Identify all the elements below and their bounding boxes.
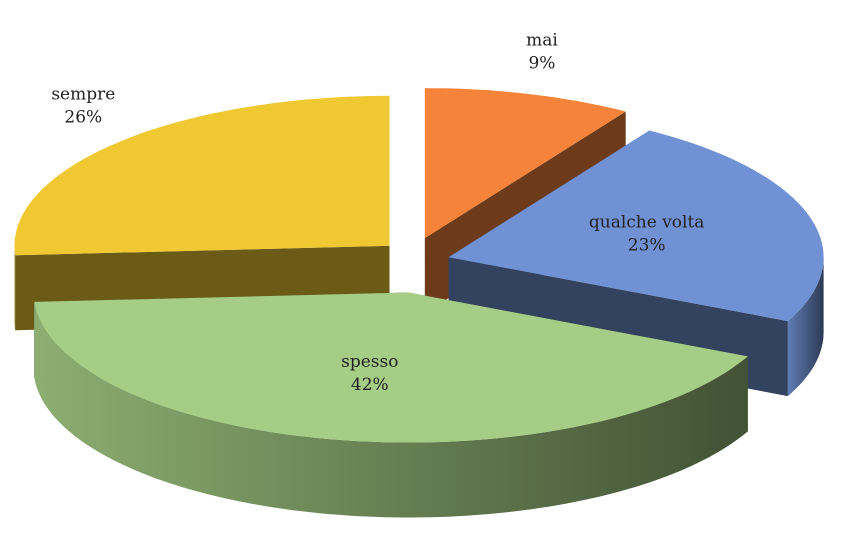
data-label-value: 42% [351, 375, 389, 395]
slice-top [34, 292, 748, 443]
data-label-value: 26% [64, 107, 102, 127]
data-label-category: sempre [51, 84, 115, 104]
data-label-value: 23% [628, 236, 666, 256]
data-label-category: qualche volta [589, 213, 705, 233]
data-label-value: 9% [528, 53, 555, 73]
slice [34, 292, 748, 518]
slice-top [14, 95, 390, 256]
slice-top [424, 88, 626, 239]
slice-top [448, 130, 824, 322]
data-label-category: spesso [341, 352, 398, 372]
slice-wall [34, 301, 748, 518]
slice-wall [787, 257, 824, 397]
data-label-category: mai [526, 30, 558, 50]
slice-wall [14, 245, 16, 331]
